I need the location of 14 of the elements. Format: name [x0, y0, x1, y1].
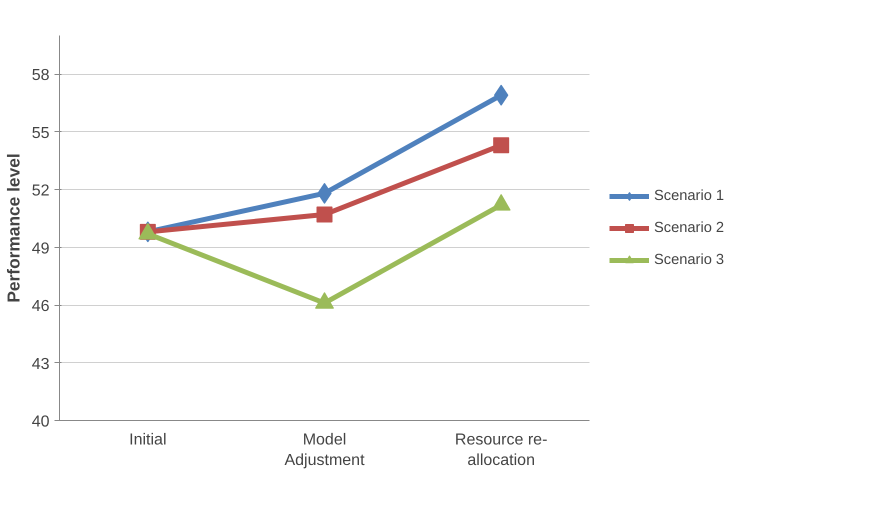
x-tick-label: Initial: [129, 432, 167, 448]
y-tick-label: 43: [32, 356, 50, 373]
y-tick-label: 58: [32, 67, 50, 84]
legend-label: Scenario 1: [654, 188, 724, 204]
x-tick-label: Resource re-allocation: [454, 432, 548, 469]
legend-label: Scenario 2: [654, 220, 724, 236]
y-tick-label: 49: [32, 240, 50, 258]
legend-label: Scenario 3: [654, 252, 724, 268]
y-tick-label: 52: [32, 182, 50, 200]
y-tick-label: 55: [32, 124, 50, 142]
y-tick-label: 46: [32, 298, 50, 315]
x-tick-label: Model Adjustment: [284, 432, 366, 469]
y-tick-label: 40: [32, 414, 50, 430]
y-axis-title: Performance level: [4, 153, 24, 303]
